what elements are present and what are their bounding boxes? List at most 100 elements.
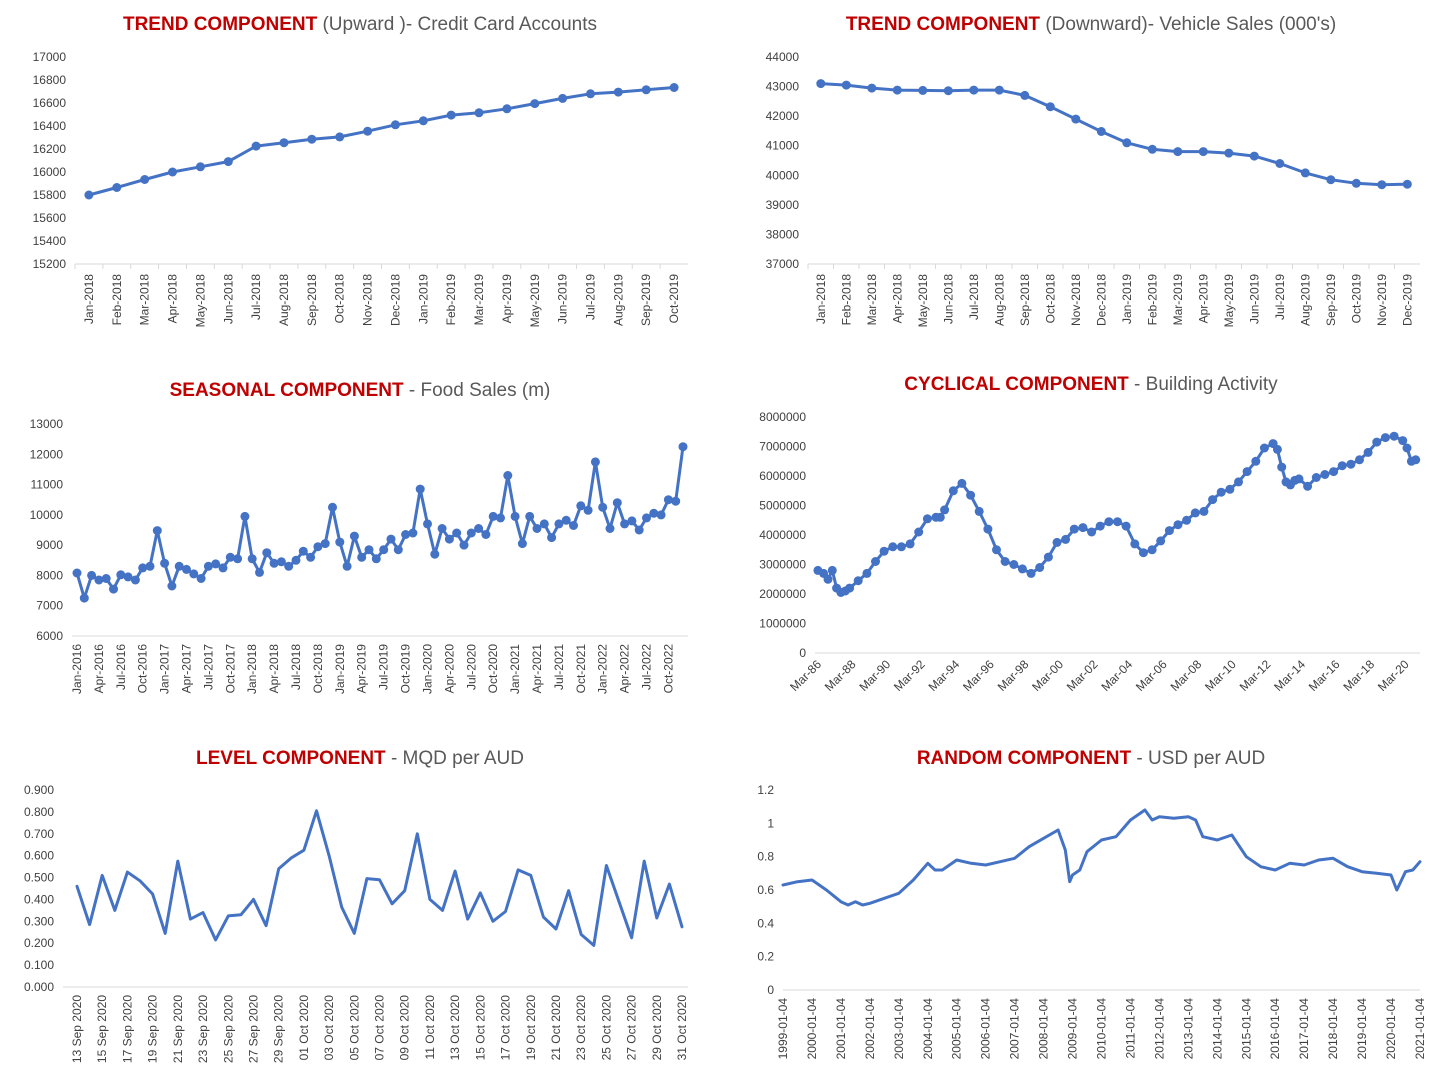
x-tick-label: 13 Sep 2020: [70, 995, 84, 1063]
x-tick-label: Jun-2019: [556, 274, 570, 324]
data-point: [1300, 168, 1310, 178]
chart-title: RANDOM COMPONENT - USD per AUD: [917, 748, 1265, 769]
data-point: [306, 552, 316, 562]
data-point: [1363, 447, 1373, 457]
data-point: [386, 534, 396, 544]
x-tick-label: May-2018: [193, 274, 207, 328]
data-point: [530, 99, 540, 109]
data-point: [474, 524, 484, 533]
y-tick-label: 5000000: [759, 499, 806, 513]
data-point: [627, 516, 637, 526]
data-point: [189, 569, 199, 579]
data-point: [1389, 431, 1399, 441]
data-point: [532, 524, 542, 533]
data-point: [1303, 481, 1313, 491]
data-point: [1275, 159, 1285, 168]
chart-level: LEVEL COMPONENT - MQD per AUD 0.000 0.100 0…: [24, 748, 689, 1063]
chart-random: RANDOM COMPONENT - USD per AUD 0 0.2 0.4 0.6…: [757, 748, 1427, 1060]
x-tick-label: 09 Oct 2020: [398, 995, 412, 1061]
x-tick-label: Jul-2018: [289, 644, 303, 690]
data-point: [313, 542, 323, 552]
data-point: [914, 527, 924, 537]
data-point: [1402, 443, 1412, 453]
x-tick-label: Mar-92: [891, 657, 928, 694]
y-tick-label: 42000: [766, 109, 800, 123]
y-tick-label: 41000: [766, 139, 800, 153]
chart-title: TREND COMPONENT (Upward )- Credit Card A…: [123, 14, 597, 35]
x-tick-label: Jul-2018: [967, 274, 981, 320]
x-tick-label: Jul-2022: [639, 644, 653, 690]
x-tick-label: Aug-2019: [1298, 274, 1312, 326]
y-tick-label: 7000000: [759, 440, 806, 454]
data-point: [641, 85, 651, 95]
x-tick-label: 01 Oct 2020: [297, 995, 311, 1061]
data-point: [87, 570, 97, 580]
x-tick-label: 29 Oct 2020: [650, 995, 664, 1061]
data-point: [167, 581, 177, 591]
chart-title-highlight: SEASONAL COMPONENT: [170, 380, 404, 401]
x-tick-label: Mar-00: [1029, 657, 1066, 694]
data-point: [1000, 557, 1010, 566]
data-point: [298, 546, 308, 556]
y-tick-label: 0.100: [24, 958, 54, 972]
x-tick-label: Oct-2018: [311, 644, 325, 694]
x-tick-label: Jul-2019: [377, 644, 391, 690]
data-point: [444, 534, 454, 544]
x-tick-label: Feb-2018: [839, 274, 853, 326]
x-tick-label: Mar-06: [1133, 657, 1170, 694]
chart-title-rest: - Food Sales (m): [404, 380, 551, 401]
x-tick-label: 29 Sep 2020: [272, 995, 286, 1063]
y-tick-label: 40000: [766, 168, 800, 182]
data-point: [1311, 473, 1321, 482]
y-tick-label: 0.300: [24, 914, 54, 928]
x-tick-label: Jan-2019: [416, 274, 430, 324]
x-tick-label: Apr-2020: [442, 644, 456, 694]
x-tick-label: Mar-2019: [472, 274, 486, 326]
x-tick-label: 15 Oct 2020: [473, 995, 487, 1061]
data-point: [1398, 436, 1408, 446]
data-point: [160, 558, 170, 568]
x-tick-label: Jul-2019: [583, 274, 597, 320]
data-point: [918, 85, 928, 95]
x-tick-label: 2009-01-04: [1066, 998, 1080, 1060]
x-tick-label: May-2019: [1222, 274, 1236, 328]
data-point: [605, 524, 615, 533]
data-point: [223, 157, 233, 167]
data-point: [466, 528, 476, 538]
data-point: [1173, 520, 1183, 530]
x-tick-label: 19 Oct 2020: [524, 995, 538, 1061]
panel-random: RANDOM COMPONENT - USD per AUD 0 0.2 0.4 0.6…: [721, 714, 1442, 1071]
x-tick-label: 2005-01-04: [950, 998, 964, 1060]
y-tick-label: 0.8: [757, 850, 774, 864]
data-point: [1377, 180, 1387, 190]
y-tick-label: 1.2: [757, 783, 774, 797]
data-point: [123, 572, 133, 582]
data-point: [1198, 147, 1208, 157]
x-tick-label: Aug-2019: [611, 274, 625, 326]
panel-seasonal: SEASONAL COMPONENT - Food Sales (m) 6000 7…: [0, 357, 721, 714]
data-point: [1052, 537, 1062, 547]
data-point: [620, 519, 630, 529]
y-tick-label: 15800: [33, 188, 67, 202]
data-point: [576, 501, 586, 511]
data-point: [1251, 456, 1261, 466]
data-point: [279, 138, 289, 148]
data-point: [1346, 459, 1356, 469]
x-tick-label: May-2018: [916, 274, 930, 328]
x-tick-label: 03 Oct 2020: [322, 995, 336, 1061]
data-point: [853, 576, 863, 586]
chart-title-highlight: LEVEL COMPONENT: [196, 748, 386, 769]
x-tick-label: 17 Sep 2020: [120, 995, 134, 1063]
x-tick-label: Jul-2017: [201, 644, 215, 690]
data-point: [558, 93, 568, 103]
x-tick-label: Oct-2021: [574, 644, 588, 694]
y-tick-label: 39000: [766, 198, 800, 212]
x-tick-label: Nov-2018: [1069, 274, 1083, 326]
data-point: [1259, 443, 1269, 453]
x-tick-label: Oct-2020: [486, 644, 500, 694]
data-point: [1182, 515, 1192, 525]
data-point: [437, 524, 447, 533]
data-point: [335, 132, 345, 142]
chart-title-rest: (Upward )- Credit Card Accounts: [317, 14, 597, 35]
data-point: [276, 557, 286, 567]
